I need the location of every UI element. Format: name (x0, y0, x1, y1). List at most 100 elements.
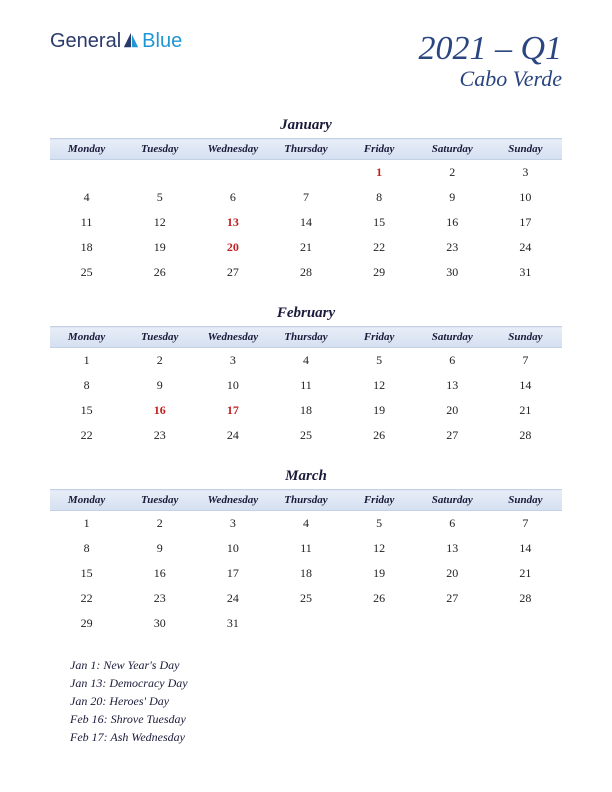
calendar-cell: 14 (489, 373, 562, 398)
calendar-cell: 30 (416, 260, 489, 285)
calendar-cell: 9 (123, 536, 196, 561)
calendar-cell: 19 (343, 561, 416, 586)
calendar-cell: 27 (416, 423, 489, 448)
logo-text-1: General (50, 30, 121, 53)
calendar-cell: 28 (489, 586, 562, 611)
calendar-cell: 20 (196, 235, 269, 260)
calendar-cell: 6 (416, 348, 489, 374)
calendar-row: 22232425262728 (50, 586, 562, 611)
calendar-cell: 1 (343, 160, 416, 186)
logo: General Blue (50, 30, 182, 53)
calendar-cell: 29 (343, 260, 416, 285)
calendar-cell: 25 (269, 423, 342, 448)
calendar-cell: 5 (123, 185, 196, 210)
day-header: Tuesday (123, 139, 196, 160)
calendar-cell (343, 611, 416, 636)
calendar-row: 45678910 (50, 185, 562, 210)
day-header: Friday (343, 139, 416, 160)
calendar-cell: 26 (123, 260, 196, 285)
calendar-cell: 12 (343, 536, 416, 561)
calendar-cell: 19 (123, 235, 196, 260)
calendar-cell: 25 (50, 260, 123, 285)
calendar-cell: 16 (123, 398, 196, 423)
calendar-cell: 3 (489, 160, 562, 186)
day-header: Thursday (269, 490, 342, 511)
calendar-cell: 30 (123, 611, 196, 636)
calendar-row: 123 (50, 160, 562, 186)
calendar-row: 891011121314 (50, 536, 562, 561)
calendar-row: 891011121314 (50, 373, 562, 398)
calendar-cell (416, 611, 489, 636)
day-header: Saturday (416, 490, 489, 511)
holiday-line: Feb 17: Ash Wednesday (70, 728, 562, 746)
calendar-cell: 4 (50, 185, 123, 210)
calendar-cell: 7 (489, 511, 562, 537)
month-block: January MondayTuesdayWednesdayThursdayFri… (50, 117, 562, 285)
calendar-cell (196, 160, 269, 186)
calendar-cell: 17 (196, 398, 269, 423)
holidays-list: Jan 1: New Year's DayJan 13: Democracy D… (70, 656, 562, 746)
day-header: Monday (50, 490, 123, 511)
calendar-cell: 5 (343, 511, 416, 537)
calendar-cell: 10 (489, 185, 562, 210)
month-name: February (50, 305, 562, 322)
calendar-cell: 21 (269, 235, 342, 260)
page-header: General Blue 2021 – Q1 Cabo Verde (50, 30, 562, 92)
calendar-row: 11121314151617 (50, 210, 562, 235)
calendar-cell: 27 (196, 260, 269, 285)
calendar-row: 1234567 (50, 511, 562, 537)
month-block: March MondayTuesdayWednesdayThursdayFrida… (50, 468, 562, 636)
calendar-cell: 8 (343, 185, 416, 210)
calendar-cell: 31 (489, 260, 562, 285)
month-name: January (50, 117, 562, 134)
day-header: Friday (343, 490, 416, 511)
calendar-cell: 19 (343, 398, 416, 423)
day-header: Sunday (489, 327, 562, 348)
day-header: Sunday (489, 490, 562, 511)
title-block: 2021 – Q1 Cabo Verde (418, 30, 562, 92)
calendar-cell: 31 (196, 611, 269, 636)
holiday-line: Feb 16: Shrove Tuesday (70, 710, 562, 728)
calendar-cell: 2 (123, 348, 196, 374)
day-header: Wednesday (196, 139, 269, 160)
calendar-cell: 14 (269, 210, 342, 235)
calendar-row: 15161718192021 (50, 398, 562, 423)
month-name: March (50, 468, 562, 485)
calendar-row: 22232425262728 (50, 423, 562, 448)
calendar-cell: 25 (269, 586, 342, 611)
calendar-cell: 20 (416, 398, 489, 423)
calendar-cell: 12 (343, 373, 416, 398)
logo-text-2: Blue (142, 30, 182, 53)
calendar-cell: 7 (489, 348, 562, 374)
calendar-cell: 21 (489, 561, 562, 586)
calendar-cell: 8 (50, 373, 123, 398)
calendar-cell: 14 (489, 536, 562, 561)
day-header: Monday (50, 139, 123, 160)
calendar-cell: 17 (196, 561, 269, 586)
day-header: Wednesday (196, 490, 269, 511)
calendar-cell: 28 (489, 423, 562, 448)
calendar-cell: 22 (50, 586, 123, 611)
calendar-row: 15161718192021 (50, 561, 562, 586)
calendar-cell: 23 (123, 586, 196, 611)
calendar-cell: 18 (269, 398, 342, 423)
calendar-cell: 3 (196, 348, 269, 374)
day-header: Thursday (269, 139, 342, 160)
day-header: Tuesday (123, 327, 196, 348)
calendar-cell: 24 (489, 235, 562, 260)
calendar-cell: 24 (196, 586, 269, 611)
calendar-table: MondayTuesdayWednesdayThursdayFridaySatu… (50, 489, 562, 636)
calendar-cell: 8 (50, 536, 123, 561)
calendar-cell: 15 (343, 210, 416, 235)
calendar-cell (123, 160, 196, 186)
calendar-cell: 13 (416, 373, 489, 398)
calendar-cell: 28 (269, 260, 342, 285)
calendar-cell: 29 (50, 611, 123, 636)
calendar-cell: 4 (269, 511, 342, 537)
day-header: Friday (343, 327, 416, 348)
day-header: Saturday (416, 327, 489, 348)
calendar-row: 18192021222324 (50, 235, 562, 260)
day-header: Wednesday (196, 327, 269, 348)
calendar-cell: 1 (50, 348, 123, 374)
title-main: 2021 – Q1 (418, 30, 562, 68)
